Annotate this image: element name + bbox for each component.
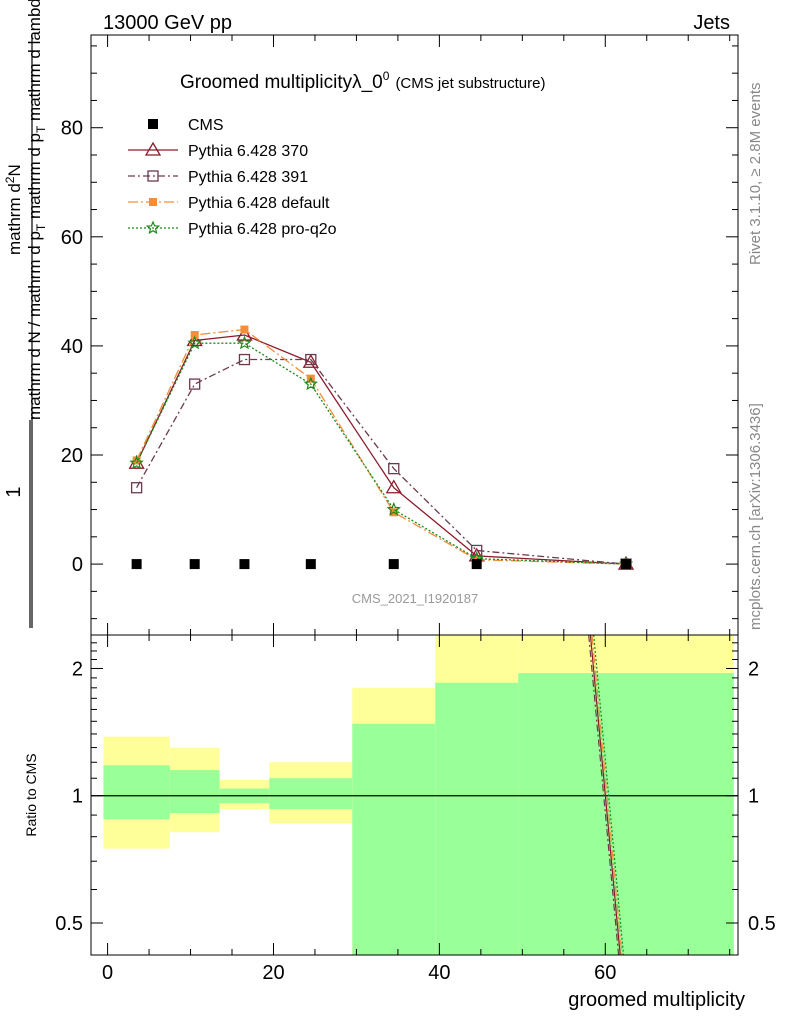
- ratio-series-line: [589, 635, 621, 955]
- legend-item: Pythia 6.428 default: [128, 195, 330, 212]
- data-point: [385, 479, 402, 494]
- ratio-y-tick-label: 0.5: [748, 913, 776, 935]
- legend-label: Pythia 6.428 391: [188, 169, 308, 186]
- data-point: [386, 501, 402, 516]
- main-y-tick-label: 40: [61, 336, 83, 358]
- legend-label: Pythia 6.428 default: [188, 195, 330, 212]
- ratio-y-tick-label: 0.5: [55, 913, 83, 935]
- main-y-tick-label: 20: [61, 445, 83, 467]
- plot-title: Groomed multiplicityλ_00 (CMS jet substru…: [180, 69, 545, 93]
- data-point: [388, 462, 400, 475]
- ratio-band-inner: [518, 673, 734, 955]
- data-point: [305, 353, 317, 366]
- data-point: [621, 559, 632, 570]
- ratio-band-inner: [435, 682, 519, 955]
- data-point: [305, 559, 316, 570]
- legend-marker: [149, 198, 157, 206]
- series-pythia-6-428-pro-q2o: [129, 335, 634, 571]
- ylabel-numerator-one: 1: [3, 486, 25, 497]
- series-pythia-6-428-391: [130, 353, 632, 570]
- series-line: [136, 328, 627, 565]
- ratio-y-axis-label: Ratio to CMS: [23, 753, 39, 836]
- ylabel-denominator: mathrm d N / mathrm d pT mathrm d pT mat…: [25, 0, 48, 420]
- data-point: [129, 455, 144, 470]
- x-tick-label: 40: [428, 962, 450, 984]
- data-point: [240, 325, 249, 334]
- ratio-panel: 0.5 0.5 1 1 2 2 0 20 40 60 Ratio to CMS groomed …: [23, 634, 776, 1011]
- data-point: [132, 456, 141, 465]
- main-y-tick-label: 80: [61, 118, 83, 140]
- legend-label: Pythia 6.428 370: [188, 143, 308, 160]
- ratio-band-inner: [169, 770, 220, 814]
- series-cms: [131, 559, 632, 570]
- series-line: [136, 358, 627, 565]
- data-point: [303, 376, 318, 391]
- series-line: [136, 342, 627, 565]
- legend: CMS Pythia 6.428 370 Pythia 6.428 391 Pythi…: [128, 117, 337, 238]
- data-point: [471, 544, 483, 557]
- main-y-tick-label: 0: [72, 554, 83, 576]
- header-category: Jets: [693, 12, 730, 34]
- analysis-watermark: CMS_2021_I1920187: [352, 591, 479, 606]
- data-point: [471, 559, 482, 570]
- legend-label: Pythia 6.428 pro-q2o: [188, 221, 337, 238]
- legend-item: Pythia 6.428 370: [128, 141, 308, 160]
- x-tick-label: 60: [594, 962, 616, 984]
- data-point: [237, 335, 252, 350]
- header-energy: 13000 GeV pp: [103, 12, 232, 34]
- data-point: [239, 559, 250, 570]
- series-pythia-6-428-370: [128, 326, 635, 570]
- series-line: [136, 334, 627, 565]
- data-point: [189, 378, 201, 390]
- ratio-band-inner: [269, 778, 353, 810]
- data-point: [130, 482, 143, 494]
- data-point: [187, 335, 202, 350]
- main-y-axis-label: 1 mathrm d N / mathrm d pT mathrm d pT m…: [3, 0, 48, 628]
- legend-item: Pythia 6.428 391: [128, 169, 308, 186]
- data-point: [236, 326, 253, 341]
- legend-marker: [145, 220, 161, 235]
- series-pythia-6-428-default: [132, 325, 631, 569]
- ratio-band-inner: [103, 765, 170, 820]
- rivet-version-label: Rivet 3.1.10, ≥ 2.8M events: [747, 83, 764, 266]
- ratio-y-tick-label: 2: [72, 658, 83, 680]
- data-point: [238, 353, 251, 366]
- legend-marker: [144, 141, 162, 156]
- ratio-band-inner: [352, 723, 436, 955]
- ratio-y-tick-label: 1: [748, 786, 759, 808]
- data-point: [190, 331, 199, 339]
- legend-marker: [148, 119, 158, 129]
- ratio-series-line: [593, 635, 625, 955]
- main-panel: 0 20 40 60 80 Groomed multiplicityλ_00 (CMS j…: [3, 0, 739, 636]
- ratio-y-tick-label: 1: [72, 786, 83, 808]
- data-point: [302, 353, 319, 368]
- x-tick-label: 20: [262, 962, 284, 984]
- legend-item: CMS: [148, 117, 224, 134]
- x-tick-label: 0: [102, 962, 113, 984]
- data-point: [189, 559, 200, 570]
- data-point: [131, 559, 142, 570]
- data-point: [388, 559, 399, 570]
- x-axis-label: groomed multiplicity: [568, 989, 745, 1011]
- ratio-y-tick-label: 2: [748, 658, 759, 680]
- ratio-frame: [90, 634, 739, 956]
- mcplots-label: mcplots.cern.ch [arXiv:1306.3436]: [747, 403, 764, 630]
- main-y-tick-label: 60: [61, 227, 83, 249]
- ratio-series-line: [588, 635, 620, 955]
- legend-marker: [147, 170, 159, 182]
- legend-item: Pythia 6.428 pro-q2o: [128, 220, 337, 238]
- ylabel-numerator: mathrm d2N: [3, 164, 24, 255]
- legend-label: CMS: [188, 117, 224, 134]
